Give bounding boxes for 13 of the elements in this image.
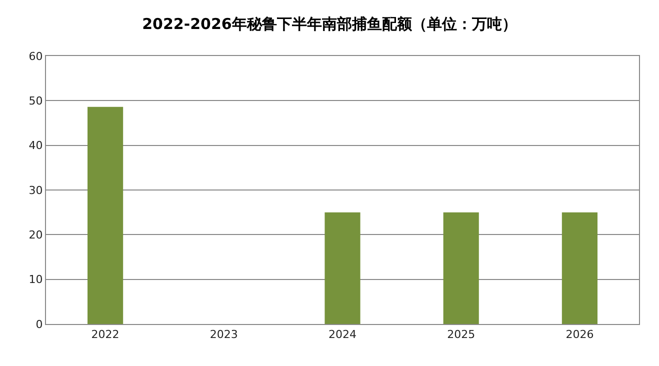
y-tick-label: 0 <box>36 318 43 331</box>
chart-title: 2022-2026年秘鲁下半年南部捕鱼配额（单位：万吨） <box>142 14 517 33</box>
y-tick-label: 30 <box>28 184 43 197</box>
x-tick-label: 2022 <box>91 328 120 342</box>
x-tick-label: 2025 <box>447 328 476 342</box>
x-tick-label: 2023 <box>210 328 238 342</box>
y-tick-label: 60 <box>28 50 43 63</box>
y-tick-label: 40 <box>28 139 43 152</box>
y-tick-label: 20 <box>28 228 43 242</box>
y-tick-label: 50 <box>28 94 43 108</box>
x-tick-label: 2026 <box>566 328 594 342</box>
x-tick-label: 2024 <box>328 328 356 342</box>
y-tick-label: 10 <box>28 273 43 286</box>
